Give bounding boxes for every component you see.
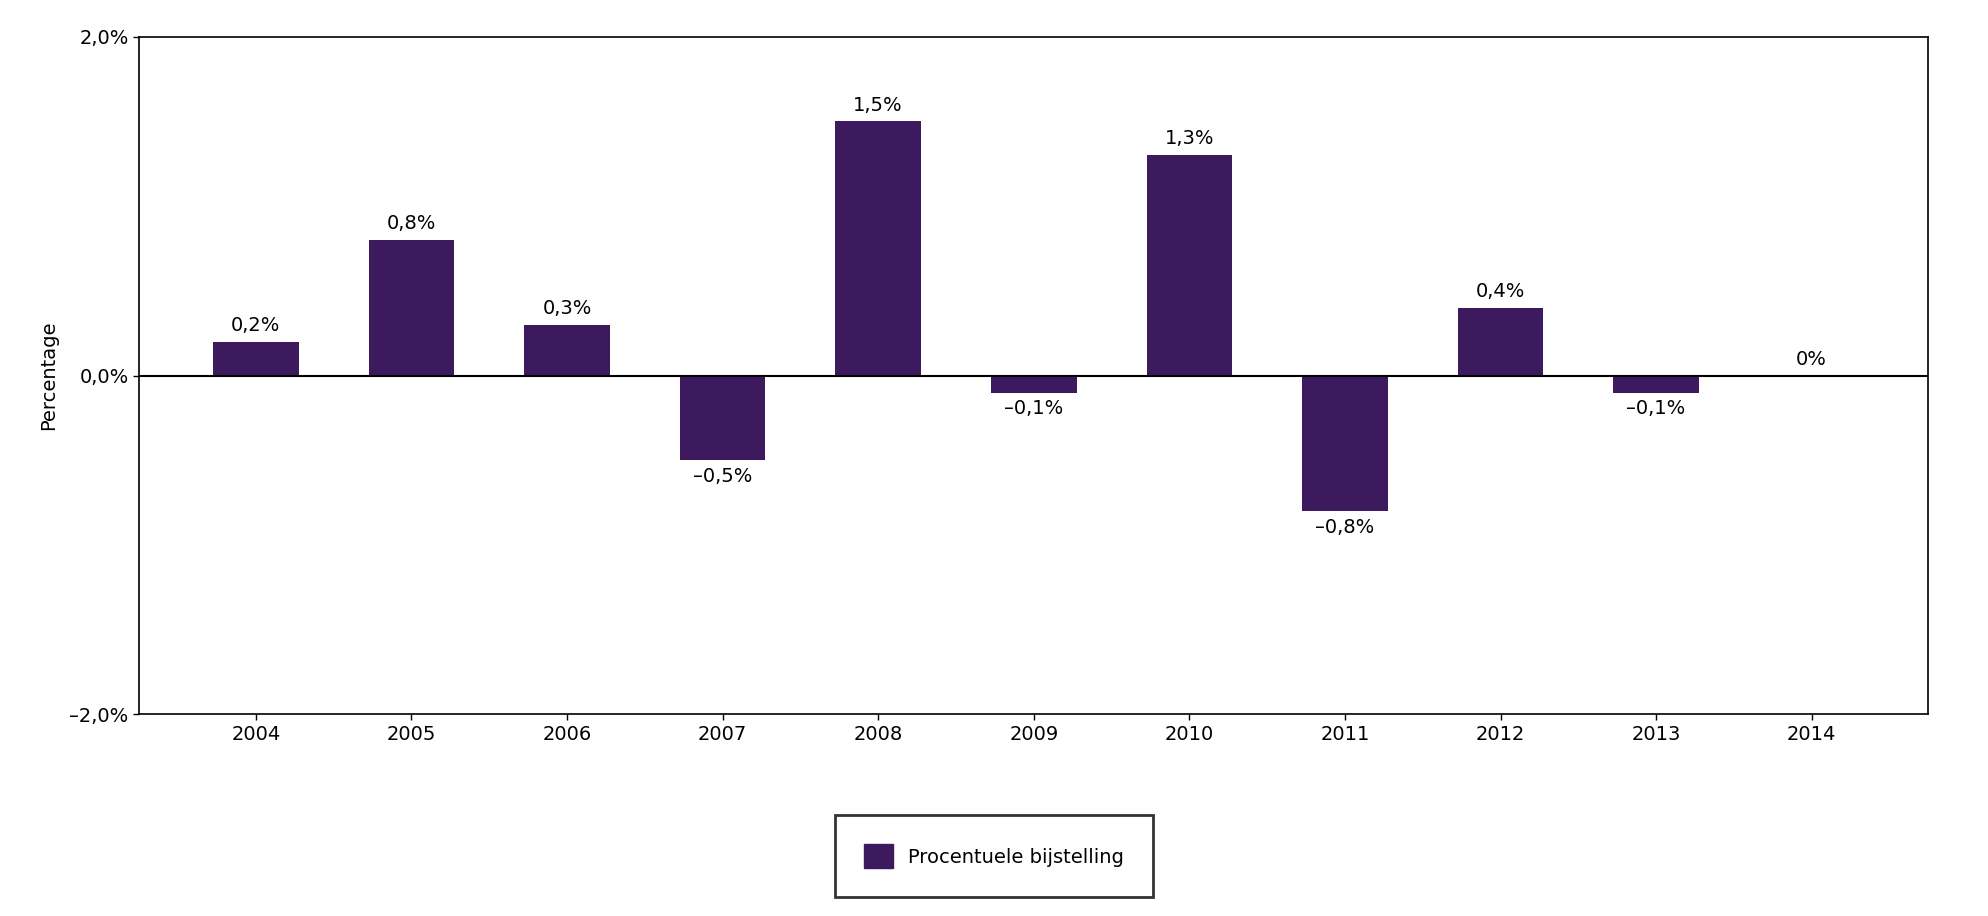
Legend: Procentuele bijstelling: Procentuele bijstelling: [835, 815, 1153, 897]
Bar: [525, 325, 610, 376]
Bar: [1147, 155, 1233, 376]
Text: 1,3%: 1,3%: [1165, 129, 1215, 148]
Text: 0,2%: 0,2%: [231, 316, 280, 335]
Text: –0,5%: –0,5%: [694, 467, 751, 486]
Bar: [990, 376, 1077, 392]
Text: –0,1%: –0,1%: [1626, 399, 1686, 419]
Bar: [1457, 308, 1543, 376]
Bar: [680, 376, 765, 460]
Text: –0,8%: –0,8%: [1316, 518, 1374, 537]
Text: 0,8%: 0,8%: [388, 214, 435, 234]
Bar: [1614, 376, 1700, 392]
Text: 0,3%: 0,3%: [543, 299, 592, 318]
Text: 0,4%: 0,4%: [1475, 282, 1525, 301]
Text: –0,1%: –0,1%: [1004, 399, 1064, 419]
Text: 0%: 0%: [1797, 350, 1827, 369]
Text: 1,5%: 1,5%: [853, 95, 903, 114]
Bar: [213, 342, 298, 376]
Bar: [368, 240, 453, 376]
Bar: [835, 121, 920, 376]
Bar: [1302, 376, 1388, 511]
Y-axis label: Percentage: Percentage: [40, 321, 58, 431]
